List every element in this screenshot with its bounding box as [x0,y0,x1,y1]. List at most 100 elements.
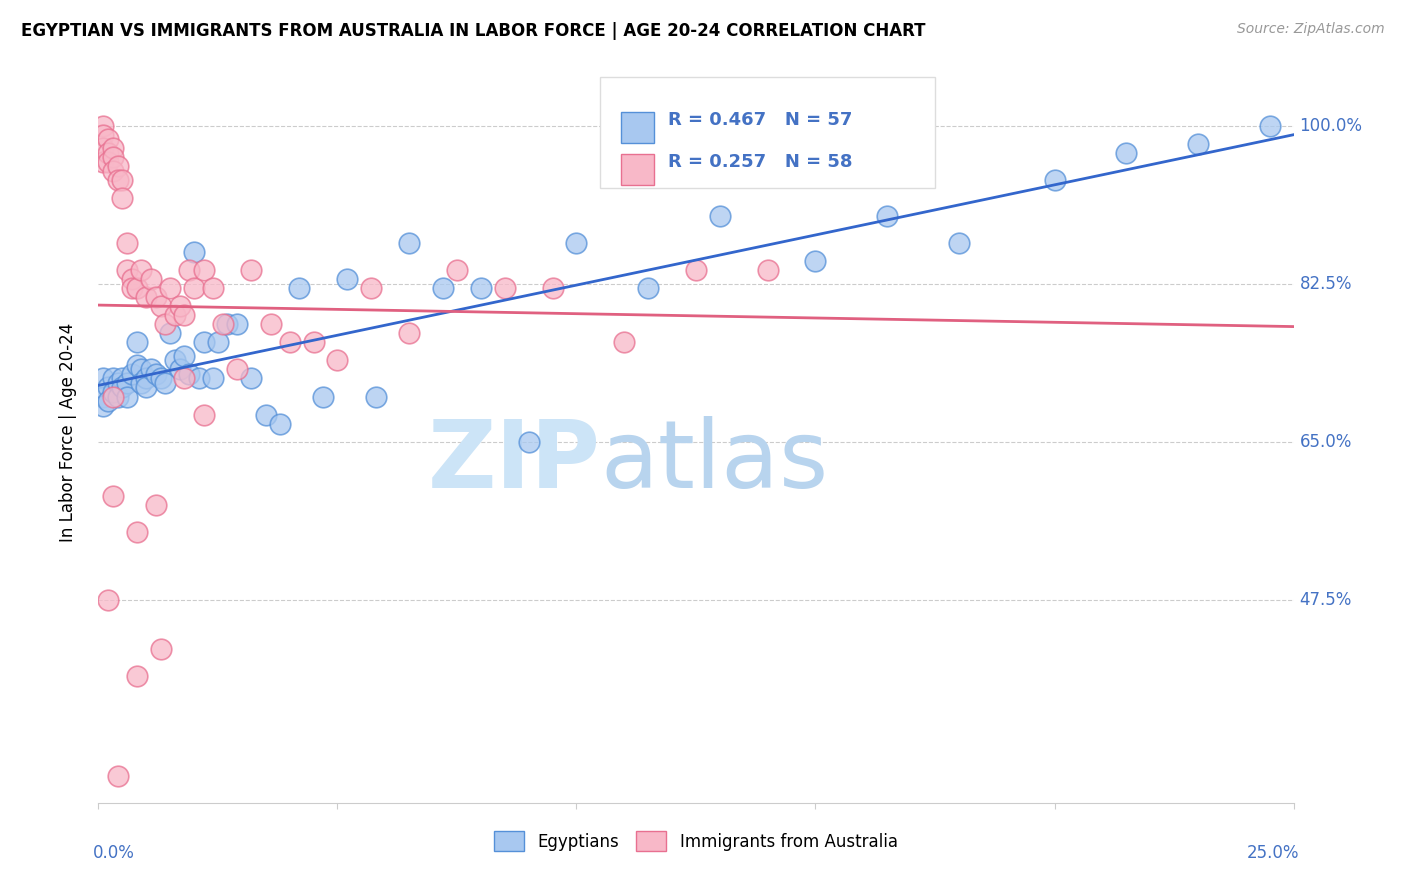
Point [187,371,209,385]
Point [226,318,249,332]
Point [139,272,162,286]
Point [101,390,124,404]
Point [125,335,148,350]
Point [1187,136,1209,151]
Point [517,434,540,449]
Point [302,335,325,350]
Point [1115,145,1137,160]
Point [202,281,225,295]
Point [173,308,195,322]
Point [159,281,181,295]
Point [91,371,114,385]
Point [360,281,382,295]
Point [91,390,114,404]
Point [193,408,215,422]
Point [97,154,120,169]
Point [202,371,225,385]
Y-axis label: In Labor Force | Age 20-24: In Labor Force | Age 20-24 [59,323,77,542]
Point [155,376,177,390]
Point [211,318,233,332]
Text: 65.0%: 65.0% [1299,433,1353,450]
Point [149,371,172,385]
Text: ZIP: ZIP [427,417,600,508]
Point [193,263,215,277]
Text: atlas: atlas [600,417,828,508]
Text: 100.0%: 100.0% [1299,117,1362,135]
FancyBboxPatch shape [600,78,935,188]
Point [101,384,124,399]
Point [91,154,114,169]
Point [240,371,263,385]
Point [135,371,157,385]
Point [179,263,201,277]
Point [111,191,134,205]
Point [565,235,588,250]
Point [173,349,195,363]
Point [179,367,201,381]
Point [169,299,191,313]
Point [145,498,167,512]
Point [876,209,898,223]
Point [115,235,138,250]
Point [756,263,779,277]
Point [115,263,138,277]
Point [121,272,143,286]
Point [288,281,311,295]
Point [121,367,143,381]
Point [97,380,120,394]
Point [97,145,120,160]
Point [135,290,157,304]
Point [101,163,124,178]
Point [145,367,167,381]
Point [193,335,215,350]
Point [278,335,301,350]
Text: R = 0.467   N = 57: R = 0.467 N = 57 [668,112,853,129]
Point [541,281,564,295]
Point [226,362,249,376]
Point [432,281,454,295]
Point [101,141,124,155]
Point [125,281,148,295]
Point [183,245,205,260]
Point [135,380,157,394]
Text: 0.0%: 0.0% [93,844,135,862]
Point [169,362,191,376]
Point [163,308,186,322]
Point [159,326,181,341]
Point [948,235,970,250]
Point [107,159,129,173]
Text: 47.5%: 47.5% [1299,591,1353,608]
Point [1043,173,1066,187]
Point [97,132,120,146]
Point [398,326,420,341]
Point [115,376,138,390]
Point [125,669,148,683]
Point [637,281,659,295]
Point [804,254,827,268]
Point [398,235,420,250]
Point [709,209,731,223]
Point [131,376,153,390]
Point [101,489,124,503]
Point [111,371,134,385]
Point [139,362,162,376]
Point [259,318,281,332]
Text: Source: ZipAtlas.com: Source: ZipAtlas.com [1237,22,1385,37]
Point [217,318,239,332]
Point [121,281,143,295]
Point [111,173,134,187]
Point [240,263,263,277]
Point [91,128,114,142]
Text: 25.0%: 25.0% [1247,844,1299,862]
Point [336,272,359,286]
Point [111,380,134,394]
Bar [620,112,654,143]
Point [470,281,492,295]
Text: 82.5%: 82.5% [1299,275,1353,293]
Legend: Egyptians, Immigrants from Australia: Egyptians, Immigrants from Australia [488,825,904,857]
Point [326,353,349,368]
Point [91,141,114,155]
Point [173,371,195,385]
Point [364,390,387,404]
Point [685,263,707,277]
